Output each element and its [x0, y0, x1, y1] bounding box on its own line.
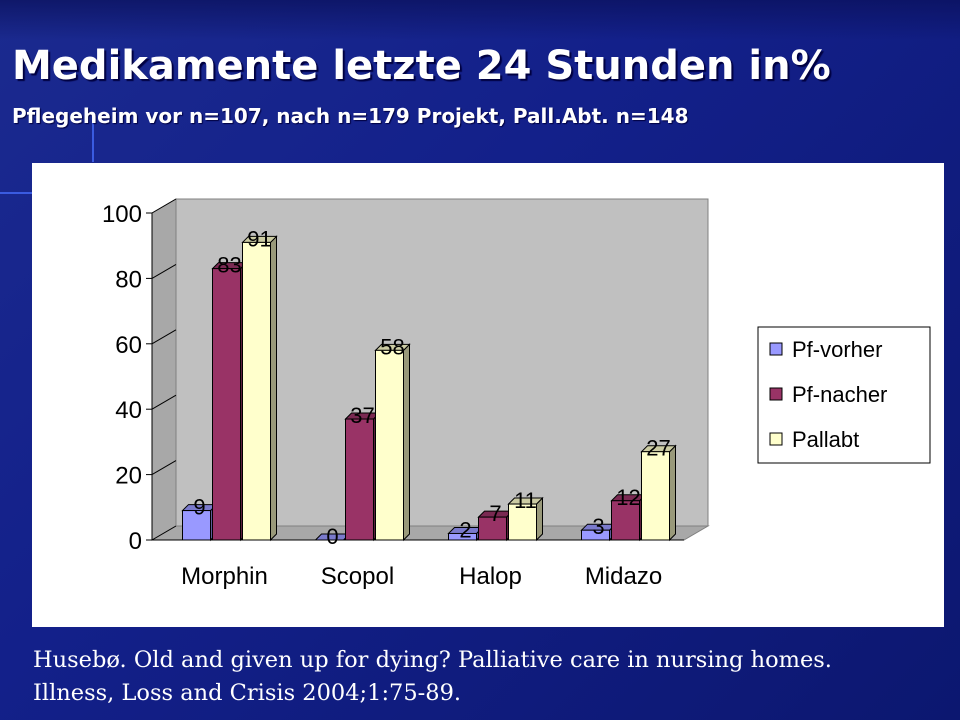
y-tick-label: 60 — [115, 332, 142, 359]
decorative-vertical-line — [92, 118, 94, 162]
x-tick-label: Scopol — [321, 563, 394, 590]
x-tick-label: Midazo — [585, 563, 662, 590]
y-tick-depth-line — [151, 460, 177, 476]
legend-swatch — [769, 342, 783, 356]
citation-line-2: Illness, Loss and Crisis 2004;1:75-89. — [33, 680, 462, 706]
y-tick-label: 40 — [115, 397, 142, 424]
y-tick-label: 80 — [115, 266, 142, 293]
legend-label: Pf-vorher — [792, 337, 882, 362]
bar-side — [536, 496, 543, 542]
bar — [641, 451, 670, 541]
data-label: 83 — [217, 253, 241, 278]
data-label: 27 — [646, 436, 670, 461]
data-label: 11 — [514, 488, 537, 513]
top-shadow-band — [0, 0, 960, 40]
x-tick-label: Morphin — [181, 563, 268, 590]
y-tick-depth-line — [151, 329, 177, 345]
bar — [508, 503, 537, 541]
bar — [212, 268, 241, 541]
citation: Husebø. Old and given up for dying? Pall… — [33, 644, 953, 710]
bar — [478, 516, 507, 541]
data-label: 37 — [350, 403, 374, 428]
data-label: 12 — [616, 485, 640, 510]
legend-swatch — [769, 432, 783, 446]
legend-swatch — [769, 387, 783, 401]
y-tick-depth-line — [151, 394, 177, 410]
x-tick-label: Halop — [459, 563, 522, 590]
legend-box — [757, 326, 931, 464]
bar — [375, 349, 404, 541]
y-tick-depth-line — [151, 198, 177, 214]
y-tick-label: 100 — [102, 201, 142, 228]
data-label: 2 — [459, 517, 471, 542]
bar — [448, 532, 477, 541]
data-label: 0 — [326, 524, 338, 549]
bar — [611, 500, 640, 541]
legend-label: Pf-nacher — [792, 382, 887, 407]
bar — [345, 418, 374, 541]
chart-side-wall — [151, 198, 177, 541]
data-label: 58 — [380, 334, 404, 359]
data-label: 3 — [592, 514, 604, 539]
data-label: 9 — [193, 495, 205, 520]
slide-title: Medikamente letzte 24 Stunden in% — [12, 43, 831, 89]
bar — [581, 529, 610, 541]
slide-subtitle: Pflegeheim vor n=107, nach n=179 Projekt… — [12, 104, 689, 128]
citation-line-1: Husebø. Old and given up for dying? Pall… — [33, 647, 832, 673]
bar-side — [403, 343, 410, 542]
bar — [242, 241, 271, 541]
bar — [182, 510, 211, 541]
y-tick-depth-line — [151, 263, 177, 279]
y-tick-label: 20 — [115, 463, 142, 490]
data-label: 91 — [247, 226, 271, 251]
data-label: 7 — [489, 501, 501, 526]
legend-label: Pallabt — [792, 427, 859, 452]
chart-panel: 0 20 40 60 80 100 9 83 91 Morphin 0 37 58 Scopol 2 7 11 H… — [32, 163, 944, 627]
bar-side — [270, 235, 277, 542]
bar-chart: 02040608010098391Morphin03758Scopol2711H… — [102, 198, 931, 590]
decorative-horizontal-line — [0, 192, 32, 194]
y-tick-depth-line — [151, 525, 177, 541]
y-tick-label: 0 — [129, 528, 142, 555]
